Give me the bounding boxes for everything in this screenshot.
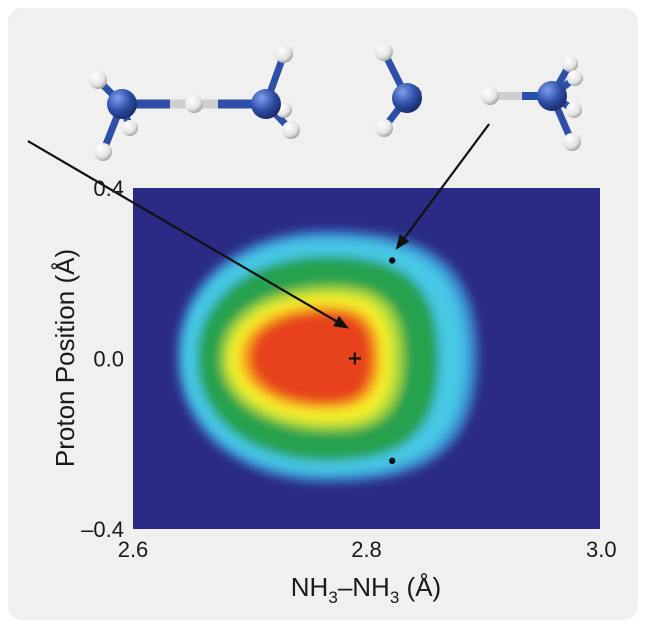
x-tick-label: 2.6 bbox=[118, 537, 149, 562]
x-tick-labels: 2.6 2.8 3.0 bbox=[118, 537, 617, 562]
arrows bbox=[27, 123, 490, 329]
x-tick-label: 3.0 bbox=[586, 537, 617, 562]
marker-maximum bbox=[348, 352, 361, 365]
molecule-symmetric-dimer bbox=[89, 45, 300, 161]
contour-level-6 bbox=[249, 311, 373, 404]
x-label-dash: – bbox=[338, 572, 353, 602]
y-axis-label: Proton Position (Å) bbox=[50, 249, 80, 467]
x-label-sub: 3 bbox=[328, 588, 337, 607]
arrow-symmetric-structure bbox=[27, 140, 349, 329]
x-axis-label: NH3–NH3 (Å) bbox=[291, 572, 441, 607]
x-label-unit: (Å) bbox=[399, 572, 441, 602]
y-tick-label: 0.4 bbox=[93, 176, 124, 201]
molecule-asymmetric-pair bbox=[375, 43, 583, 151]
x-label-sub2: 3 bbox=[390, 588, 399, 607]
markers bbox=[348, 257, 396, 464]
y-tick-labels: 0.4 0.0 –0.4 bbox=[81, 176, 124, 542]
marker-lower-minimum bbox=[388, 457, 396, 464]
y-tick-label: –0.4 bbox=[81, 517, 124, 542]
x-label-base2: NH bbox=[352, 572, 390, 602]
marker-upper-minimum bbox=[388, 257, 396, 264]
arrow-asymmetric-structure bbox=[395, 123, 490, 250]
contour-levels bbox=[177, 230, 478, 483]
x-tick-label: 2.8 bbox=[351, 537, 382, 562]
y-tick-label: 0.0 bbox=[93, 347, 124, 372]
x-label-base: NH bbox=[291, 572, 329, 602]
